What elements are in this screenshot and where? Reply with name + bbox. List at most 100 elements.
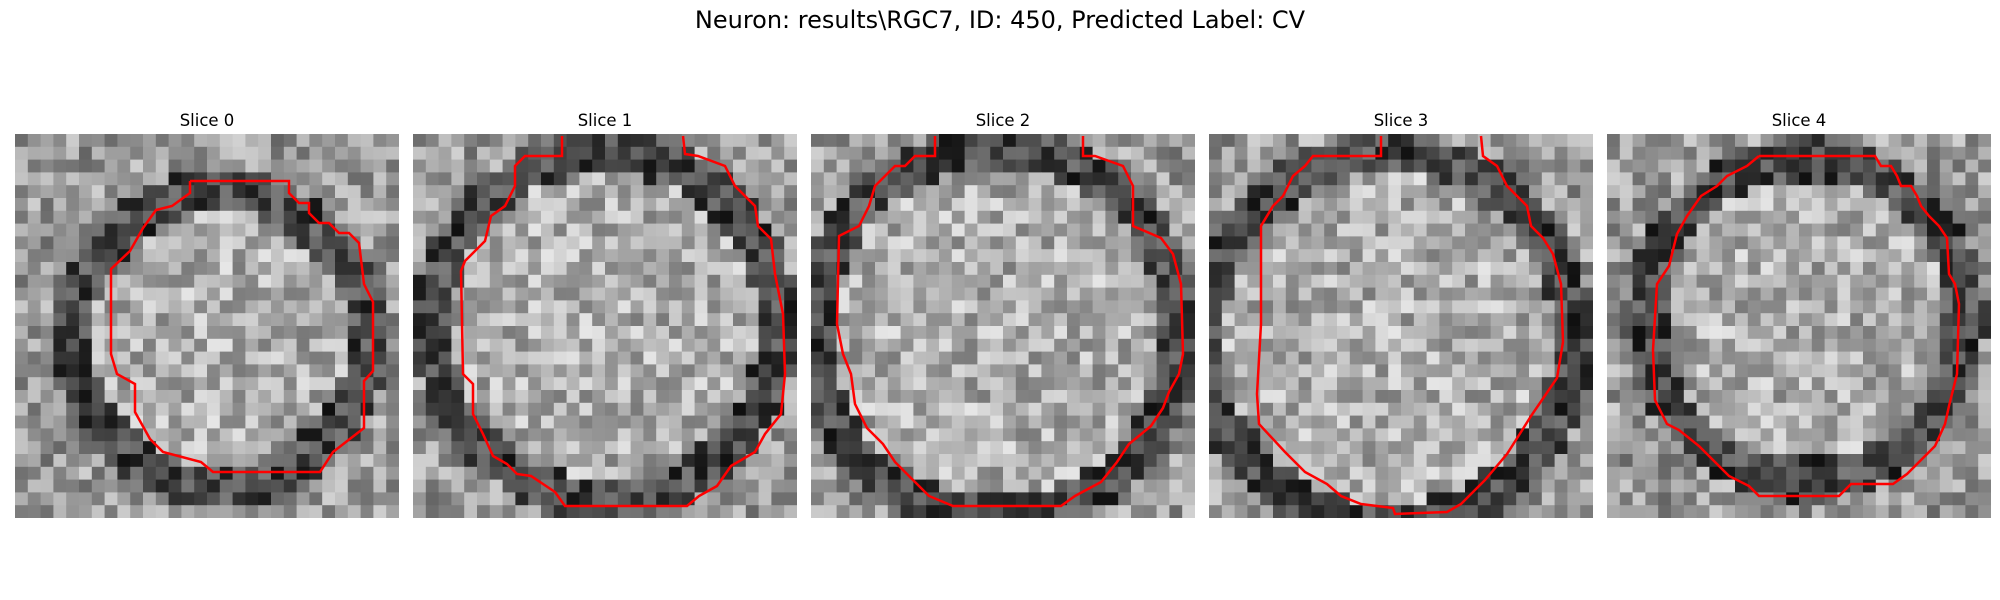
pixel-tile bbox=[1735, 249, 1749, 263]
pixel-tile bbox=[541, 505, 555, 518]
pixel-tile bbox=[1554, 441, 1568, 455]
pixel-tile bbox=[1965, 300, 1979, 314]
pixel-tile bbox=[900, 210, 914, 224]
pixel-tile bbox=[1375, 402, 1389, 416]
pixel-tile bbox=[489, 441, 503, 455]
pixel-tile bbox=[1709, 351, 1723, 365]
pixel-tile bbox=[1490, 287, 1504, 301]
pixel-tile bbox=[1260, 415, 1274, 429]
pixel-tile bbox=[168, 185, 182, 199]
pixel-tile bbox=[849, 249, 863, 263]
pixel-tile bbox=[566, 428, 580, 442]
pixel-tile bbox=[887, 300, 901, 314]
pixel-tile bbox=[1645, 159, 1659, 173]
pixel-tile bbox=[53, 198, 67, 212]
pixel-tile bbox=[1580, 287, 1593, 301]
pixel-tile bbox=[143, 441, 157, 455]
pixel-tile bbox=[1362, 249, 1376, 263]
pixel-tile bbox=[104, 198, 118, 212]
pixel-tile bbox=[1465, 338, 1479, 352]
pixel-tile bbox=[592, 172, 606, 186]
pixel-tile bbox=[1298, 185, 1312, 199]
pixel-tile bbox=[1747, 198, 1761, 212]
pixel-tile bbox=[1722, 172, 1736, 186]
pixel-tile bbox=[579, 505, 593, 518]
pixel-tile bbox=[40, 159, 54, 173]
pixel-tile bbox=[1054, 223, 1068, 237]
pixel-tile bbox=[1939, 249, 1953, 263]
pixel-tile bbox=[811, 505, 825, 518]
pixel-tile bbox=[489, 146, 503, 160]
pixel-tile bbox=[1607, 198, 1621, 212]
pixel-tile bbox=[1978, 159, 1991, 173]
pixel-tile bbox=[1401, 274, 1415, 288]
pixel-tile bbox=[155, 415, 169, 429]
pixel-tile bbox=[1541, 505, 1555, 518]
pixel-tile bbox=[1003, 185, 1017, 199]
pixel-tile bbox=[1209, 441, 1223, 455]
pixel-tile bbox=[425, 159, 439, 173]
pixel-tile bbox=[373, 390, 387, 404]
pixel-tile bbox=[155, 185, 169, 199]
pixel-tile bbox=[1632, 198, 1646, 212]
pixel-tile bbox=[386, 249, 399, 263]
pixel-tile bbox=[1273, 377, 1287, 391]
pixel-tile bbox=[309, 274, 323, 288]
pixel-tile bbox=[1182, 441, 1195, 455]
pixel-tile bbox=[1786, 236, 1800, 250]
pixel-tile bbox=[951, 172, 965, 186]
pixel-tile bbox=[232, 210, 246, 224]
pixel-tile bbox=[1888, 466, 1902, 480]
pixel-tile bbox=[91, 390, 105, 404]
pixel-tile bbox=[1092, 454, 1106, 468]
pixel-tile bbox=[823, 210, 837, 224]
pixel-tile bbox=[1901, 415, 1915, 429]
pixel-tile bbox=[1118, 249, 1132, 263]
pixel-tile bbox=[1067, 364, 1081, 378]
pixel-tile bbox=[926, 351, 940, 365]
pixel-tile bbox=[1285, 287, 1299, 301]
pixel-tile bbox=[1156, 300, 1170, 314]
pixel-tile bbox=[1131, 134, 1145, 148]
pixel-tile bbox=[219, 351, 233, 365]
pixel-tile bbox=[849, 185, 863, 199]
pixel-tile bbox=[1927, 274, 1941, 288]
pixel-tile bbox=[977, 390, 991, 404]
pixel-tile bbox=[1003, 300, 1017, 314]
pixel-tile bbox=[1580, 210, 1593, 224]
pixel-tile bbox=[1516, 185, 1530, 199]
pixel-tile bbox=[1349, 479, 1363, 493]
pixel-tile bbox=[1298, 415, 1312, 429]
pixel-tile bbox=[811, 351, 825, 365]
pixel-tile bbox=[117, 326, 131, 340]
pixel-tile bbox=[1671, 390, 1685, 404]
pixel-tile bbox=[926, 300, 940, 314]
pixel-tile bbox=[1131, 364, 1145, 378]
pixel-tile bbox=[40, 236, 54, 250]
pixel-tile bbox=[347, 415, 361, 429]
pixel-tile bbox=[335, 364, 349, 378]
pixel-tile bbox=[207, 198, 221, 212]
pixel-tile bbox=[1221, 402, 1235, 416]
pixel-tile bbox=[425, 441, 439, 455]
pixel-tile bbox=[1914, 210, 1928, 224]
pixel-tile bbox=[1554, 185, 1568, 199]
pixel-tile bbox=[771, 377, 785, 391]
pixel-tile bbox=[720, 351, 734, 365]
pixel-tile bbox=[1413, 146, 1427, 160]
pixel-tile bbox=[489, 223, 503, 237]
pixel-tile bbox=[502, 262, 516, 276]
pixel-tile bbox=[694, 313, 708, 327]
pixel-tile bbox=[1799, 326, 1813, 340]
pixel-tile bbox=[104, 134, 118, 148]
pixel-tile bbox=[1311, 300, 1325, 314]
pixel-tile bbox=[913, 428, 927, 442]
pixel-tile bbox=[1837, 274, 1851, 288]
pixel-tile bbox=[784, 492, 797, 506]
pixel-tile bbox=[1824, 159, 1838, 173]
pixel-tile bbox=[1580, 326, 1593, 340]
pixel-tile bbox=[1875, 134, 1889, 148]
pixel-tile bbox=[1041, 415, 1055, 429]
pixel-tile bbox=[1131, 274, 1145, 288]
pixel-tile bbox=[1156, 287, 1170, 301]
